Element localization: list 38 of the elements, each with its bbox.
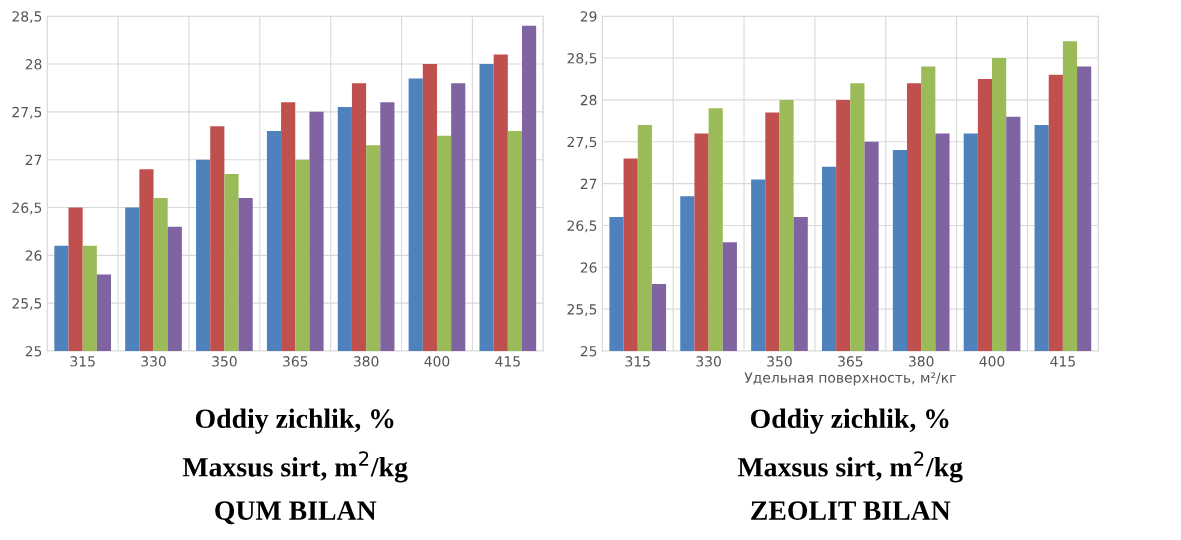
x-tick-label: 415 (1050, 356, 1075, 367)
x-tick-label: 350 (212, 356, 237, 367)
x-tick-label: 415 (495, 356, 520, 367)
x-tick-label: 365 (283, 356, 308, 367)
x-tick-label: 315 (70, 356, 95, 367)
x-tick-label: 400 (424, 356, 450, 367)
x-tick-label: 315 (625, 356, 650, 367)
y-tick-label: 28 (580, 94, 597, 106)
text: ZEOLIT BILAN (751, 501, 951, 520)
y-tick-label: 26 (25, 250, 42, 261)
text: Maxsus sirt, m$^{2}$/kg (182, 451, 408, 483)
y-tick-label: 29 (580, 11, 597, 22)
y-tick-label: 25,5 (567, 304, 597, 317)
y-tick-label: 26,5 (12, 202, 42, 215)
y-tick-label: 28,5 (12, 11, 42, 24)
y-tick-label: 27 (25, 154, 42, 165)
y-tick-label: 25,5 (12, 298, 42, 311)
x-tick-label: 400 (979, 356, 1005, 367)
x-tick-label: 365 (838, 356, 863, 367)
y-tick-label: 27 (580, 178, 597, 189)
y-tick-label: 26,5 (567, 220, 597, 233)
text: Maxsus sirt, m$^{2}$/kg (737, 451, 963, 483)
text: Oddiy zichlik, % (750, 408, 949, 434)
y-tick-label: 25 (580, 345, 597, 357)
x-axis-title: Удельная поверхность, м²/кг (744, 372, 956, 386)
y-tick-label: 26 (580, 262, 597, 273)
text: Oddiy zichlik, % (195, 408, 394, 434)
x-tick-label: 380 (353, 356, 379, 367)
y-tick-label: 28 (25, 59, 42, 70)
x-tick-label: 330 (141, 356, 166, 367)
y-tick-label: 27,5 (567, 136, 597, 149)
y-tick-label: 28,5 (567, 53, 597, 65)
x-tick-label: 330 (696, 356, 721, 367)
y-tick-label: 25 (25, 345, 42, 357)
y-tick-label: 27,5 (12, 106, 42, 119)
text: QUM BILAN (215, 501, 377, 525)
x-tick-label: 380 (908, 356, 934, 367)
x-tick-label: 350 (767, 356, 792, 367)
